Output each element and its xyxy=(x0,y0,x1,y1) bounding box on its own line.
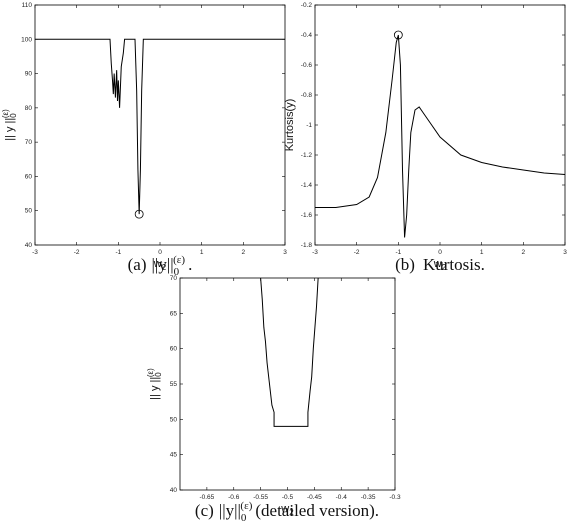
x-tick-label: 2 xyxy=(242,249,246,256)
math-base: || y || xyxy=(4,118,16,141)
math-sub: 0 xyxy=(9,113,18,118)
caption-label: (c) xyxy=(195,501,214,520)
y-tick-label: 40 xyxy=(170,487,178,494)
x-axis-label: w2 xyxy=(433,258,447,272)
math-sub: 2 xyxy=(162,263,167,272)
caption-math: ||y|| xyxy=(152,255,174,274)
data-line xyxy=(315,34,566,238)
caption-sup: (ε) xyxy=(173,254,185,266)
data-line xyxy=(260,277,319,427)
x-tick-label: -1 xyxy=(115,249,121,256)
caption-sup: (ε) xyxy=(240,500,252,512)
y-axis-label: || y ||0(ε) xyxy=(146,368,163,400)
data-line xyxy=(35,38,285,215)
highlight-marker xyxy=(134,209,144,219)
x-tick-label: -1 xyxy=(395,249,401,256)
caption-math: ||y|| xyxy=(219,501,241,520)
y-tick-label: 90 xyxy=(25,71,33,78)
x-tick-label: 1 xyxy=(200,249,204,256)
caption-sub: 0 xyxy=(174,266,180,278)
chart: -3 -2 -1 0 1 2 3 -1.8 -1.6 -1.4 -1.2 -1 -0.8 -0.6 -0.4… xyxy=(284,2,567,274)
x-tick-label: 1 xyxy=(480,249,484,256)
caption-suffix: . xyxy=(188,255,192,274)
caption-label: (b) xyxy=(395,255,415,274)
y-tick-label: 70 xyxy=(170,275,178,282)
y-tick-label: -1 xyxy=(306,122,312,129)
plot-frame xyxy=(179,277,396,491)
y-tick-label: 40 xyxy=(25,242,33,249)
x-tick-label: -2 xyxy=(354,249,360,256)
plot-frame xyxy=(314,4,566,246)
math-sub: 2 xyxy=(289,508,294,517)
y-tick-label: -1.2 xyxy=(301,152,313,159)
y-tick-label: -0.4 xyxy=(301,32,313,39)
y-tick-label: 50 xyxy=(170,416,178,423)
math-base: w xyxy=(280,503,289,515)
x-tick-label: -0.45 xyxy=(307,494,322,501)
math-sub: 0 xyxy=(154,372,163,377)
x-tick-label: -0.65 xyxy=(199,494,214,501)
y-axis-label: Kurtosis(y) xyxy=(284,99,296,152)
caption-suffix: (detailed version). xyxy=(255,501,379,520)
y-tick-label: -1.4 xyxy=(301,182,313,189)
caption: (b) Kurtosis. xyxy=(395,255,485,274)
x-tick-label: 2 xyxy=(522,249,526,256)
y-tick-label: 60 xyxy=(170,346,178,353)
caption: (c) ||y||0(ε) (detailed version). xyxy=(195,500,379,524)
plot-frame xyxy=(34,4,286,246)
y-axis-label: || y ||0(ε) xyxy=(1,109,18,141)
x-tick-label: -0.35 xyxy=(361,494,376,501)
math-sup: (ε) xyxy=(146,368,155,377)
x-axis-label: w2 xyxy=(153,258,167,272)
x-tick-label: -3 xyxy=(312,249,318,256)
x-tick-label: -0.5 xyxy=(282,494,294,501)
y-tick-label: 100 xyxy=(21,36,32,43)
x-tick-label: -0.55 xyxy=(253,494,268,501)
x-tick-label: -3 xyxy=(32,249,38,256)
y-tick-label: 110 xyxy=(22,2,33,9)
y-tick-label: 50 xyxy=(25,208,33,215)
caption: (a) ||y||0(ε). xyxy=(128,254,193,278)
x-tick-label: -2 xyxy=(74,249,80,256)
y-tick-label: -0.6 xyxy=(301,62,313,69)
y-tick-label: 65 xyxy=(170,310,178,317)
highlight-marker xyxy=(393,30,403,40)
caption-sub: 0 xyxy=(241,512,247,524)
x-tick-label: 3 xyxy=(283,249,287,256)
x-tick-label: -0.4 xyxy=(336,494,348,501)
x-tick-label: -0.3 xyxy=(389,494,401,501)
y-tick-label: -0.8 xyxy=(301,92,313,99)
y-tick-label: -0.2 xyxy=(301,2,313,9)
math-sub: 2 xyxy=(442,263,447,272)
math-sup: (ε) xyxy=(1,109,10,118)
math-base: w xyxy=(433,258,442,270)
y-tick-label: 80 xyxy=(25,105,33,112)
x-tick-label: -0.6 xyxy=(228,494,240,501)
x-tick-label: 0 xyxy=(158,249,162,256)
math-base: Kurtosis(y) xyxy=(284,99,296,152)
y-tick-label: 45 xyxy=(170,452,178,459)
y-tick-label: -1.6 xyxy=(301,212,313,219)
math-base: || y || xyxy=(149,377,161,400)
y-tick-label: 60 xyxy=(25,173,33,180)
caption-label: (a) xyxy=(128,255,147,274)
x-tick-label: 0 xyxy=(438,249,442,256)
caption-suffix: Kurtosis. xyxy=(423,255,485,274)
y-tick-label: -1.8 xyxy=(301,242,313,249)
x-axis-label: w2 xyxy=(280,503,294,517)
y-tick-label: 55 xyxy=(170,381,178,388)
chart: -0.65 -0.6 -0.55 -0.5 -0.45 -0.4 -0.35 -0.3 40 45… xyxy=(146,275,401,524)
math-base: w xyxy=(153,258,162,270)
x-tick-label: 3 xyxy=(563,249,567,256)
y-tick-label: 70 xyxy=(25,139,33,146)
